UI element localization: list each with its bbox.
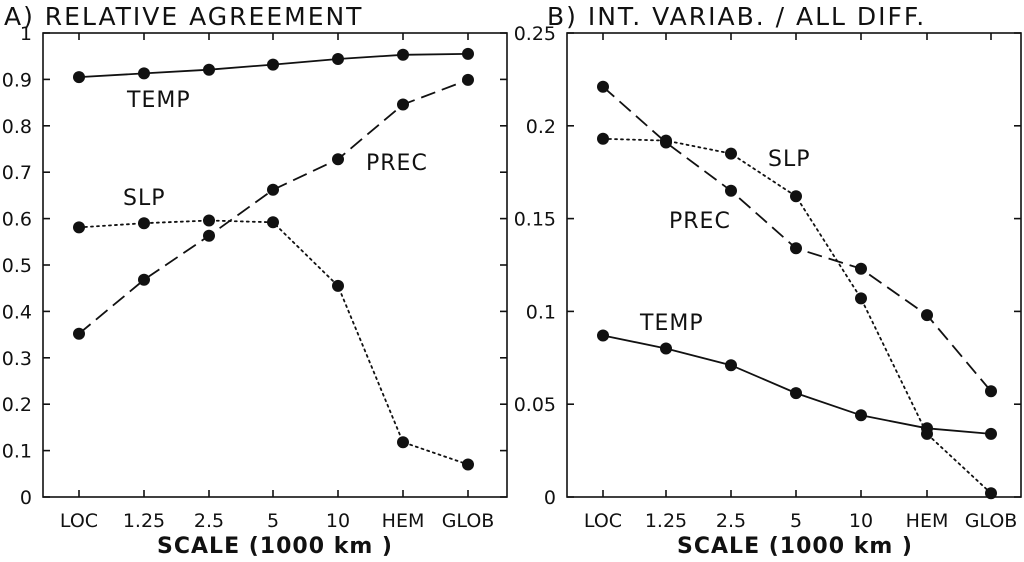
plot-frame <box>566 32 1022 498</box>
data-point-prec <box>790 242 802 255</box>
x-tick-label: 5 <box>790 510 802 532</box>
y-tick-label: 0.1 <box>526 301 556 323</box>
chart-title: A) RELATIVE AGREEMENT <box>4 2 363 31</box>
x-tick-label: 10 <box>326 510 350 532</box>
series-label-slp: SLP <box>768 147 811 172</box>
chart-panel-a: A) RELATIVE AGREEMENT 0 0.1 0.2 0.3 0.4 0.5 0.6… <box>2 2 508 559</box>
x-tick-label: GLOB <box>442 510 495 532</box>
y-tick-label: 0.2 <box>526 116 556 138</box>
data-point-temp <box>855 409 867 422</box>
data-point-prec <box>73 327 85 340</box>
data-point-slp <box>332 279 344 292</box>
y-tick-label: 0.8 <box>2 116 32 138</box>
data-point-temp <box>397 48 409 61</box>
y-tick-label: 0.05 <box>514 394 556 416</box>
x-tick-label: 2.5 <box>194 510 224 532</box>
data-point-slp <box>267 216 279 229</box>
x-tick-label: HEM <box>906 510 949 532</box>
x-tick-label: GLOB <box>965 510 1018 532</box>
data-point-temp <box>985 427 997 440</box>
x-tick-label: 1.25 <box>123 510 165 532</box>
y-tick-label: 0.7 <box>2 162 32 184</box>
y-tick-label: 0.3 <box>2 348 32 370</box>
series-slp: SLP <box>597 132 997 500</box>
data-point-prec <box>397 98 409 111</box>
x-tick-label: 1.25 <box>645 510 687 532</box>
data-point-prec <box>462 73 474 86</box>
series-label-prec: PREC <box>366 151 428 176</box>
x-tick-label: LOC <box>60 510 98 532</box>
x-tick-label: HEM <box>382 510 425 532</box>
y-tick-label: 0.4 <box>2 301 32 323</box>
series-temp: TEMP <box>597 311 997 440</box>
data-point-slp <box>397 436 409 449</box>
series-label-prec: PREC <box>669 209 731 234</box>
series-temp: TEMP <box>73 47 474 113</box>
y-tick-label: 0 <box>544 487 556 509</box>
data-point-temp <box>660 342 672 355</box>
y-tick-label: 0.1 <box>2 441 32 463</box>
series-label-temp: TEMP <box>126 88 191 113</box>
data-point-slp <box>985 487 997 500</box>
y-tick-label: 0 <box>20 487 32 509</box>
data-point-temp <box>462 47 474 60</box>
x-tick-label: LOC <box>584 510 622 532</box>
data-point-temp <box>332 53 344 65</box>
x-axis-label: SCALE (1000 km ) <box>157 534 393 559</box>
data-point-prec <box>985 385 997 398</box>
data-point-prec <box>267 183 279 196</box>
data-point-slp <box>855 292 867 305</box>
data-point-temp <box>267 58 279 71</box>
data-point-temp <box>138 67 150 80</box>
y-tick-label: 0.25 <box>514 23 556 45</box>
data-point-temp <box>597 329 609 342</box>
y-tick-label: 0.15 <box>514 209 556 231</box>
y-tick-label: 0.5 <box>2 255 32 277</box>
data-point-slp <box>725 147 737 160</box>
data-point-slp <box>597 132 609 145</box>
series-line-slp <box>78 219 469 466</box>
x-tick-label: 5 <box>267 510 279 532</box>
data-point-temp <box>203 63 215 76</box>
y-tick-label: 1 <box>20 23 32 45</box>
y-tick-label: 0.9 <box>2 69 32 91</box>
series-prec: PREC <box>73 73 474 340</box>
x-tick-label: 10 <box>849 510 873 532</box>
chart-title: B) INT. VARIAB. / ALL DIFF. <box>547 2 926 31</box>
chart-panel-b: B) INT. VARIAB. / ALL DIFF. 0 0.05 0.1 0.15 0… <box>514 2 1022 559</box>
x-axis-label: SCALE (1000 km ) <box>677 534 913 559</box>
data-point-prec <box>855 262 867 275</box>
series-slp: SLP <box>73 186 474 471</box>
data-point-slp <box>73 221 85 234</box>
data-point-prec <box>332 153 344 166</box>
data-point-slp <box>138 217 150 230</box>
series-label-temp: TEMP <box>639 311 704 336</box>
data-point-temp <box>725 359 737 372</box>
series-prec: PREC <box>597 80 997 398</box>
data-point-slp <box>660 134 672 147</box>
data-point-prec <box>138 273 150 286</box>
data-point-slp <box>462 458 474 471</box>
data-point-slp <box>921 427 933 440</box>
data-point-prec <box>725 184 737 197</box>
data-point-temp <box>73 71 85 84</box>
series-label-slp: SLP <box>123 186 166 211</box>
data-point-prec <box>203 229 215 242</box>
plot-frame <box>42 32 508 498</box>
data-point-slp <box>790 190 802 203</box>
y-tick-label: 0.2 <box>2 394 32 416</box>
data-point-slp <box>203 214 215 227</box>
data-point-prec <box>921 309 933 322</box>
x-tick-label: 2.5 <box>716 510 746 532</box>
data-point-prec <box>597 80 609 93</box>
y-tick-label: 0.6 <box>2 209 32 231</box>
data-point-temp <box>790 387 802 400</box>
